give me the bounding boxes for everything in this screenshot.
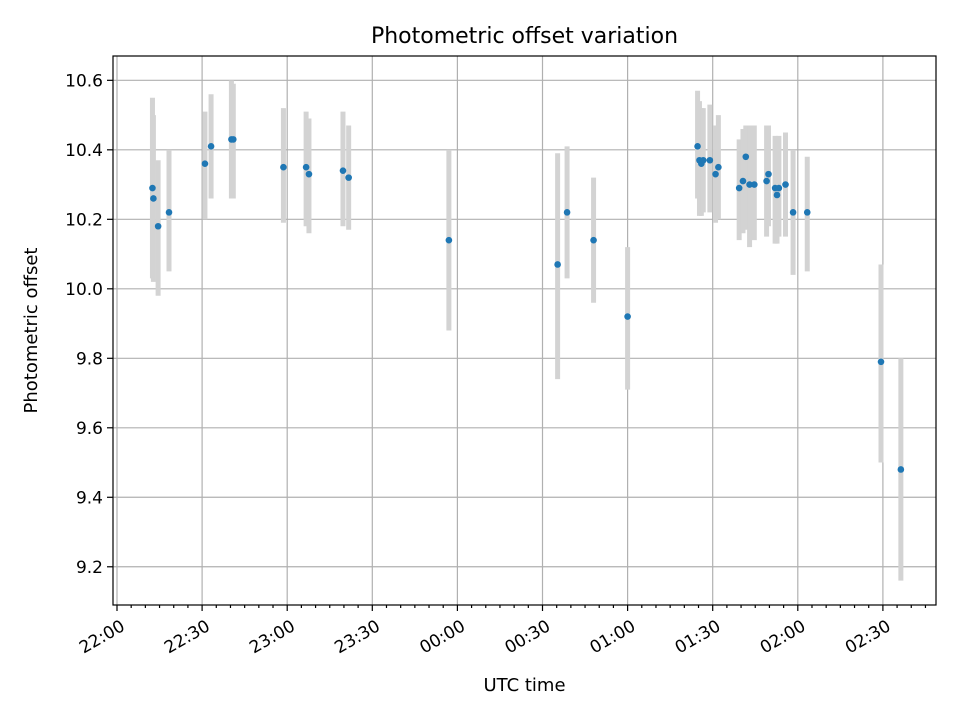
data-point	[782, 181, 789, 188]
y-tick-label: 10.4	[65, 141, 103, 161]
data-point	[897, 466, 905, 473]
data-point	[877, 358, 885, 366]
x-axis-label: UTC time	[483, 675, 565, 696]
data-point	[694, 143, 701, 150]
data-point	[201, 160, 209, 168]
data-point	[345, 174, 352, 181]
y-tick-label: 10.0	[65, 280, 103, 300]
data-point	[154, 222, 162, 230]
data-point	[624, 313, 631, 320]
y-tick-label: 10.2	[65, 210, 103, 230]
chart-title: Photometric offset variation	[371, 24, 678, 49]
data-point	[765, 170, 772, 178]
data-point	[554, 261, 561, 268]
data-point	[445, 236, 453, 244]
x-tick-label: 00:30	[502, 616, 554, 658]
data-point	[590, 236, 597, 244]
x-tick-label: 22:30	[161, 616, 213, 658]
y-tick-label: 9.6	[76, 419, 103, 439]
point-layer	[149, 136, 905, 473]
data-point	[746, 181, 753, 188]
x-tick-label: 02:00	[757, 616, 809, 658]
data-point	[165, 209, 173, 216]
x-tick-label: 02:30	[842, 616, 894, 658]
data-point	[706, 156, 714, 164]
data-point	[699, 156, 707, 164]
x-tick-label: 01:30	[672, 616, 724, 658]
plot-frame	[112, 55, 937, 606]
x-tick-label: 00:00	[416, 616, 468, 658]
data-point	[149, 184, 156, 192]
data-point	[305, 170, 313, 178]
data-point	[207, 143, 215, 150]
tick-layer: 9.2 9.4 9.6 9.8 10.0 10.2 10.4 10.6 22:00 22:30 23…	[65, 71, 927, 658]
data-point	[230, 136, 237, 143]
data-point	[803, 209, 811, 216]
data-point	[735, 184, 743, 192]
y-tick-label: 9.4	[76, 488, 103, 508]
data-point	[715, 163, 722, 171]
y-tick-label: 9.8	[76, 349, 103, 369]
errorbar-layer	[149, 80, 904, 581]
x-tick-label: 22:00	[76, 616, 128, 658]
data-point	[280, 163, 287, 171]
grid-layer	[113, 56, 936, 605]
y-tick-label: 9.2	[76, 558, 103, 578]
data-point	[763, 177, 770, 185]
data-point	[773, 191, 781, 199]
data-point	[739, 177, 747, 185]
y-axis-label: Photometric offset	[21, 248, 42, 414]
data-point	[751, 181, 758, 188]
data-point	[563, 209, 571, 216]
data-point	[712, 170, 719, 178]
x-tick-label: 23:30	[331, 616, 383, 658]
x-tick-label: 23:00	[246, 616, 298, 658]
data-point	[742, 153, 750, 161]
x-tick-label: 01:00	[587, 616, 639, 658]
data-point	[775, 184, 783, 192]
data-point	[339, 167, 347, 174]
y-tick-label: 10.6	[65, 71, 103, 91]
data-point	[150, 195, 157, 202]
data-point	[302, 163, 310, 171]
data-point	[789, 209, 797, 216]
